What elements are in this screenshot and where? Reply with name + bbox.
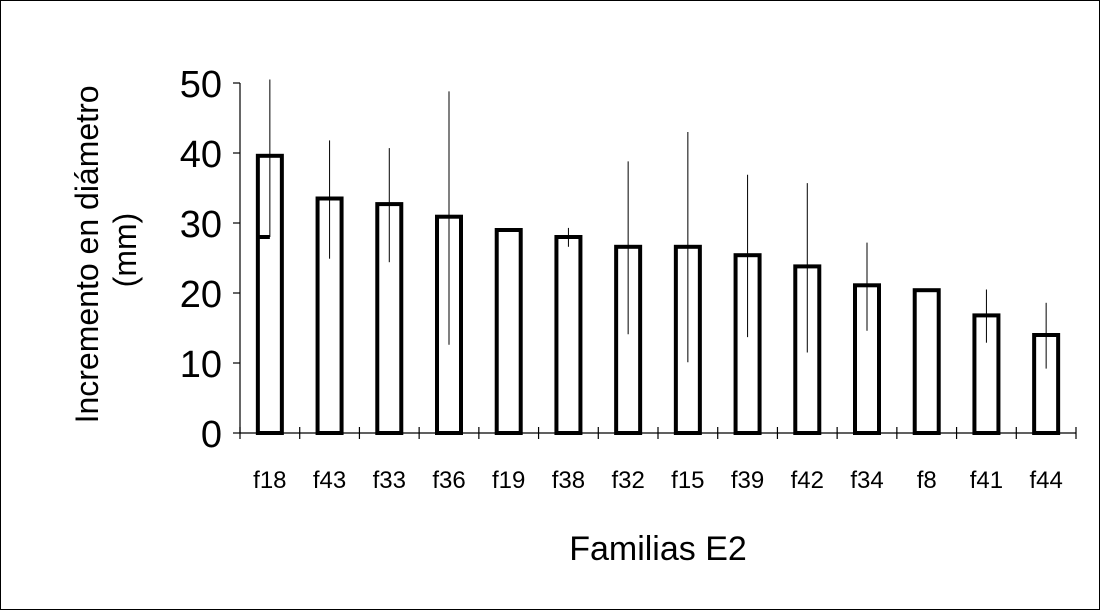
y-tick-label: 30 <box>180 204 222 246</box>
bars <box>255 153 1061 436</box>
x-tick-label: f36 <box>432 467 465 494</box>
x-axis: f18 f43 f33 f36 f19 f38 f32 f15 f39 f42 f34 f8 f41 f4… <box>239 427 1077 494</box>
x-axis-title: Familias E2 <box>569 530 747 568</box>
x-tick-label: f19 <box>492 467 525 494</box>
x-tick-label: f18 <box>253 467 286 494</box>
y-tick-label: 20 <box>180 274 222 316</box>
y-tick-label: 40 <box>180 134 222 176</box>
y-tick-label: 50 <box>180 64 222 106</box>
bar <box>375 202 404 435</box>
x-tick-label: f34 <box>850 467 883 494</box>
x-tick-label: f38 <box>552 467 585 494</box>
x-tick-label: f32 <box>611 467 644 494</box>
x-tick-label: f15 <box>671 467 704 494</box>
error-bars <box>257 79 1047 369</box>
x-tick-label: f41 <box>970 467 1003 494</box>
x-tick-label: f8 <box>917 467 937 494</box>
bar <box>494 228 523 435</box>
bar <box>554 235 583 435</box>
y-axis: 0 10 20 30 40 50 <box>180 64 241 456</box>
x-tick-label: f33 <box>373 467 406 494</box>
x-tick-label: f43 <box>313 467 346 494</box>
x-tick-label: f39 <box>731 467 764 494</box>
y-tick-label: 10 <box>180 344 222 386</box>
y-axis-title-line-2: (mm) <box>107 213 143 288</box>
y-axis-title: Incremento en diámetro (mm) <box>69 77 143 424</box>
x-tick-label: f44 <box>1029 467 1062 494</box>
x-tick-label: f42 <box>791 467 824 494</box>
y-axis-title-line-1: Incremento en diámetro <box>69 85 105 423</box>
y-tick-label: 0 <box>201 414 222 456</box>
bar <box>912 288 941 436</box>
